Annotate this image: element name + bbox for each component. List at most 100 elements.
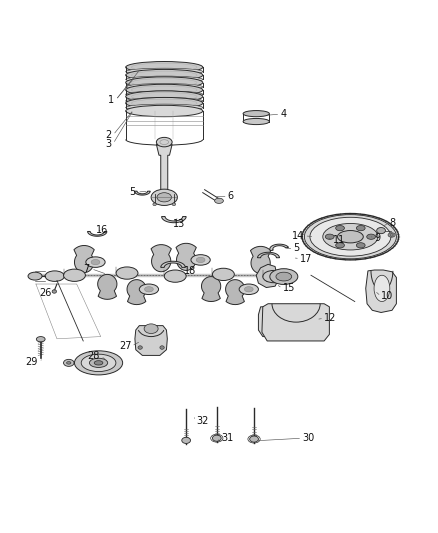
Polygon shape — [366, 270, 396, 312]
Ellipse shape — [67, 361, 71, 364]
Ellipse shape — [94, 361, 103, 365]
Ellipse shape — [145, 287, 153, 292]
Ellipse shape — [91, 260, 100, 265]
Ellipse shape — [138, 346, 142, 349]
Polygon shape — [161, 261, 185, 268]
Text: 11: 11 — [333, 235, 345, 245]
Ellipse shape — [367, 234, 375, 239]
Polygon shape — [226, 280, 245, 304]
Polygon shape — [162, 216, 186, 223]
Ellipse shape — [28, 272, 42, 280]
Ellipse shape — [139, 284, 159, 295]
Ellipse shape — [212, 435, 221, 441]
Polygon shape — [258, 307, 269, 336]
Ellipse shape — [276, 272, 292, 281]
Ellipse shape — [377, 228, 385, 233]
Ellipse shape — [151, 189, 177, 205]
Ellipse shape — [336, 243, 344, 248]
Ellipse shape — [338, 231, 363, 243]
Ellipse shape — [81, 354, 116, 372]
Polygon shape — [134, 191, 150, 195]
Polygon shape — [251, 246, 271, 273]
Ellipse shape — [126, 69, 203, 81]
Ellipse shape — [357, 243, 365, 248]
Ellipse shape — [336, 225, 344, 231]
Ellipse shape — [390, 233, 393, 236]
Polygon shape — [266, 276, 271, 280]
Ellipse shape — [270, 269, 298, 285]
Ellipse shape — [302, 214, 399, 260]
Ellipse shape — [126, 77, 203, 88]
Text: 30: 30 — [302, 433, 314, 443]
Text: 26: 26 — [39, 288, 52, 298]
Text: 27: 27 — [119, 341, 131, 351]
Ellipse shape — [126, 68, 203, 75]
Polygon shape — [256, 264, 278, 287]
Text: 18: 18 — [184, 266, 196, 276]
Ellipse shape — [243, 110, 269, 117]
Polygon shape — [270, 244, 289, 251]
Polygon shape — [296, 307, 307, 336]
Ellipse shape — [243, 118, 269, 125]
Ellipse shape — [191, 255, 210, 265]
Text: 15: 15 — [283, 284, 295, 293]
Ellipse shape — [89, 358, 108, 367]
Ellipse shape — [126, 91, 203, 98]
Text: 28: 28 — [88, 351, 100, 361]
Ellipse shape — [116, 267, 138, 279]
Text: 8: 8 — [390, 217, 396, 228]
Ellipse shape — [86, 257, 105, 268]
Ellipse shape — [164, 270, 186, 282]
Text: 5: 5 — [130, 187, 136, 197]
Ellipse shape — [64, 359, 74, 366]
Text: 17: 17 — [300, 254, 312, 264]
Polygon shape — [98, 274, 117, 300]
Text: 3: 3 — [106, 139, 112, 149]
Text: 4: 4 — [280, 109, 286, 119]
Ellipse shape — [126, 84, 203, 90]
Ellipse shape — [172, 203, 176, 206]
Ellipse shape — [250, 436, 258, 442]
Ellipse shape — [182, 437, 191, 443]
Ellipse shape — [126, 98, 203, 104]
Ellipse shape — [156, 138, 172, 147]
Ellipse shape — [144, 324, 158, 334]
Ellipse shape — [126, 76, 203, 83]
Ellipse shape — [153, 203, 156, 206]
Text: 12: 12 — [324, 313, 336, 323]
Ellipse shape — [323, 223, 378, 250]
Polygon shape — [156, 144, 172, 195]
Text: 5: 5 — [293, 243, 300, 253]
Ellipse shape — [244, 287, 253, 292]
Text: 14: 14 — [292, 231, 304, 241]
Ellipse shape — [52, 290, 57, 293]
Text: 32: 32 — [196, 416, 208, 426]
Ellipse shape — [357, 225, 365, 231]
Ellipse shape — [36, 336, 45, 342]
Ellipse shape — [126, 91, 203, 102]
Ellipse shape — [304, 215, 396, 259]
Ellipse shape — [263, 270, 285, 282]
Text: 13: 13 — [173, 219, 185, 229]
Ellipse shape — [126, 98, 203, 109]
Ellipse shape — [215, 198, 223, 204]
Ellipse shape — [160, 346, 164, 349]
Text: 6: 6 — [228, 191, 234, 201]
Polygon shape — [176, 244, 196, 270]
Ellipse shape — [126, 84, 203, 96]
Text: 31: 31 — [221, 433, 233, 443]
Ellipse shape — [196, 257, 205, 263]
Ellipse shape — [64, 269, 85, 281]
Polygon shape — [201, 277, 221, 302]
Text: 1: 1 — [108, 95, 114, 105]
Text: 29: 29 — [25, 357, 37, 367]
Ellipse shape — [126, 61, 203, 73]
Ellipse shape — [157, 193, 172, 202]
Ellipse shape — [212, 268, 234, 280]
Ellipse shape — [374, 275, 390, 302]
Polygon shape — [88, 231, 107, 236]
Polygon shape — [151, 245, 171, 272]
Ellipse shape — [126, 104, 203, 111]
Polygon shape — [262, 304, 329, 341]
Ellipse shape — [388, 233, 395, 237]
